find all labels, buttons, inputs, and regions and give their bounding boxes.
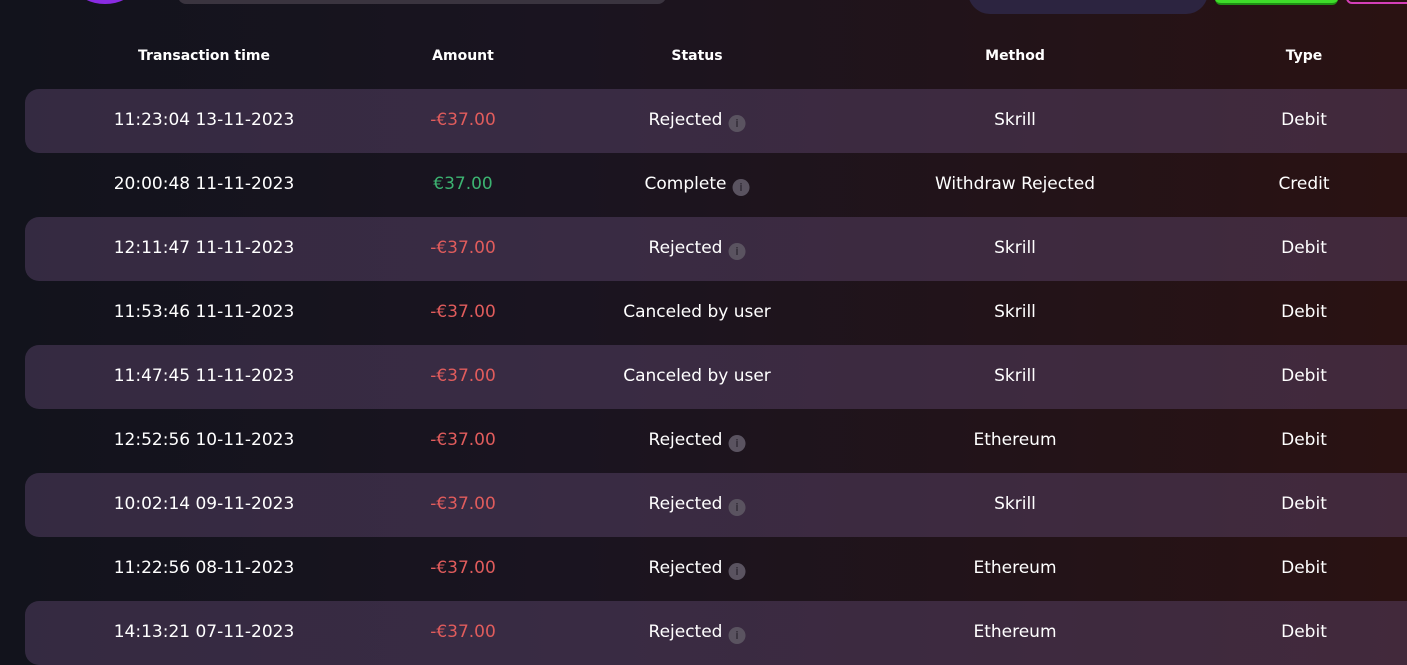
table-row: 11:23:04 13-11-2023 -€37.00 Rejected i Skril… — [25, 89, 1407, 153]
table-row: 14:13:21 07-11-2023 -€37.00 Rejected i Ether… — [25, 601, 1407, 665]
amount: -€37.00 — [430, 302, 496, 322]
type: Debit — [1281, 110, 1327, 130]
amount: -€37.00 — [430, 110, 496, 130]
table-row: 11:22:56 08-11-2023 -€37.00 Rejected i Ether… — [25, 537, 1407, 601]
transaction-time: 12:11:47 11-11-2023 — [113, 238, 295, 258]
menu-button[interactable] — [1346, 0, 1407, 4]
info-icon[interactable]: i — [732, 179, 750, 196]
info-icon[interactable]: i — [728, 435, 746, 452]
deposit-button[interactable] — [1215, 0, 1338, 5]
method: Skrill — [994, 366, 1036, 386]
amount: -€37.00 — [430, 430, 496, 450]
type: Debit — [1281, 238, 1327, 258]
status-label: Rejected — [648, 430, 723, 450]
column-header-type: Type — [1285, 48, 1323, 64]
status: Rejected i — [649, 558, 746, 580]
table-row: 11:47:45 11-11-2023 -€37.00 Canceled by us… — [25, 345, 1407, 409]
table-row: 11:53:46 11-11-2023 -€37.00 Canceled by us… — [25, 281, 1407, 345]
amount: -€37.00 — [430, 494, 496, 514]
status-label: Canceled by user — [623, 302, 771, 322]
info-icon[interactable]: i — [728, 499, 746, 516]
info-icon[interactable]: i — [728, 627, 746, 644]
status: Canceled by user — [623, 366, 771, 386]
method: Withdraw Rejected — [934, 174, 1096, 194]
column-header-status: Status — [671, 48, 723, 64]
status: Rejected i — [649, 494, 746, 516]
amount: -€37.00 — [430, 622, 496, 642]
status: Rejected i — [649, 622, 746, 644]
transaction-time: 10:02:14 09-11-2023 — [113, 494, 295, 514]
method: Ethereum — [973, 430, 1057, 450]
amount: -€37.00 — [430, 238, 496, 258]
method: Skrill — [994, 110, 1036, 130]
search-input[interactable] — [178, 0, 666, 4]
type: Debit — [1281, 622, 1327, 642]
amount: -€37.00 — [430, 558, 496, 578]
transaction-time: 14:13:21 07-11-2023 — [113, 622, 295, 642]
transaction-time: 11:23:04 13-11-2023 — [113, 110, 295, 130]
method: Skrill — [994, 494, 1036, 514]
transaction-time: 11:22:56 08-11-2023 — [113, 558, 295, 578]
table-row: 20:00:48 11-11-2023 €37.00 Complete i Withdr… — [25, 153, 1407, 217]
amount: -€37.00 — [430, 366, 496, 386]
column-header-amount: Amount — [432, 48, 494, 64]
table-row: 12:52:56 10-11-2023 -€37.00 Rejected i Ether… — [25, 409, 1407, 473]
table-row: 10:02:14 09-11-2023 -€37.00 Rejected i Skril… — [25, 473, 1407, 537]
type: Debit — [1281, 366, 1327, 386]
column-header-time: Transaction time — [138, 48, 270, 64]
status: Rejected i — [649, 238, 746, 260]
balance-pill[interactable] — [968, 0, 1208, 14]
method: Ethereum — [973, 622, 1057, 642]
transaction-time: 20:00:48 11-11-2023 — [113, 174, 295, 194]
method: Ethereum — [973, 558, 1057, 578]
amount: €37.00 — [433, 174, 493, 194]
type: Debit — [1281, 302, 1327, 322]
type: Debit — [1281, 558, 1327, 578]
status: Complete i — [645, 174, 750, 196]
column-header-method: Method — [985, 48, 1045, 64]
table-header: Transaction time Amount Status Method Ty… — [0, 48, 1407, 72]
transaction-time: 11:47:45 11-11-2023 — [113, 366, 295, 386]
transaction-time: 11:53:46 11-11-2023 — [113, 302, 295, 322]
type: Debit — [1281, 430, 1327, 450]
status-label: Canceled by user — [623, 366, 771, 386]
method: Skrill — [994, 302, 1036, 322]
status-label: Rejected — [648, 622, 723, 642]
transaction-time: 12:52:56 10-11-2023 — [113, 430, 295, 450]
method: Skrill — [994, 238, 1036, 258]
status: Canceled by user — [623, 302, 771, 322]
info-icon[interactable]: i — [728, 243, 746, 260]
type: Credit — [1278, 174, 1330, 194]
type: Debit — [1281, 494, 1327, 514]
status-label: Rejected — [648, 558, 723, 578]
status-label: Complete — [644, 174, 727, 194]
top-bar — [0, 0, 1407, 20]
status-label: Rejected — [648, 238, 723, 258]
table-row: 12:11:47 11-11-2023 -€37.00 Rejected i Skril… — [25, 217, 1407, 281]
info-icon[interactable]: i — [728, 563, 746, 580]
info-icon[interactable]: i — [728, 115, 746, 132]
status-label: Rejected — [648, 494, 723, 514]
avatar[interactable] — [78, 0, 132, 4]
status-label: Rejected — [648, 110, 723, 130]
status: Rejected i — [649, 110, 746, 132]
status: Rejected i — [649, 430, 746, 452]
